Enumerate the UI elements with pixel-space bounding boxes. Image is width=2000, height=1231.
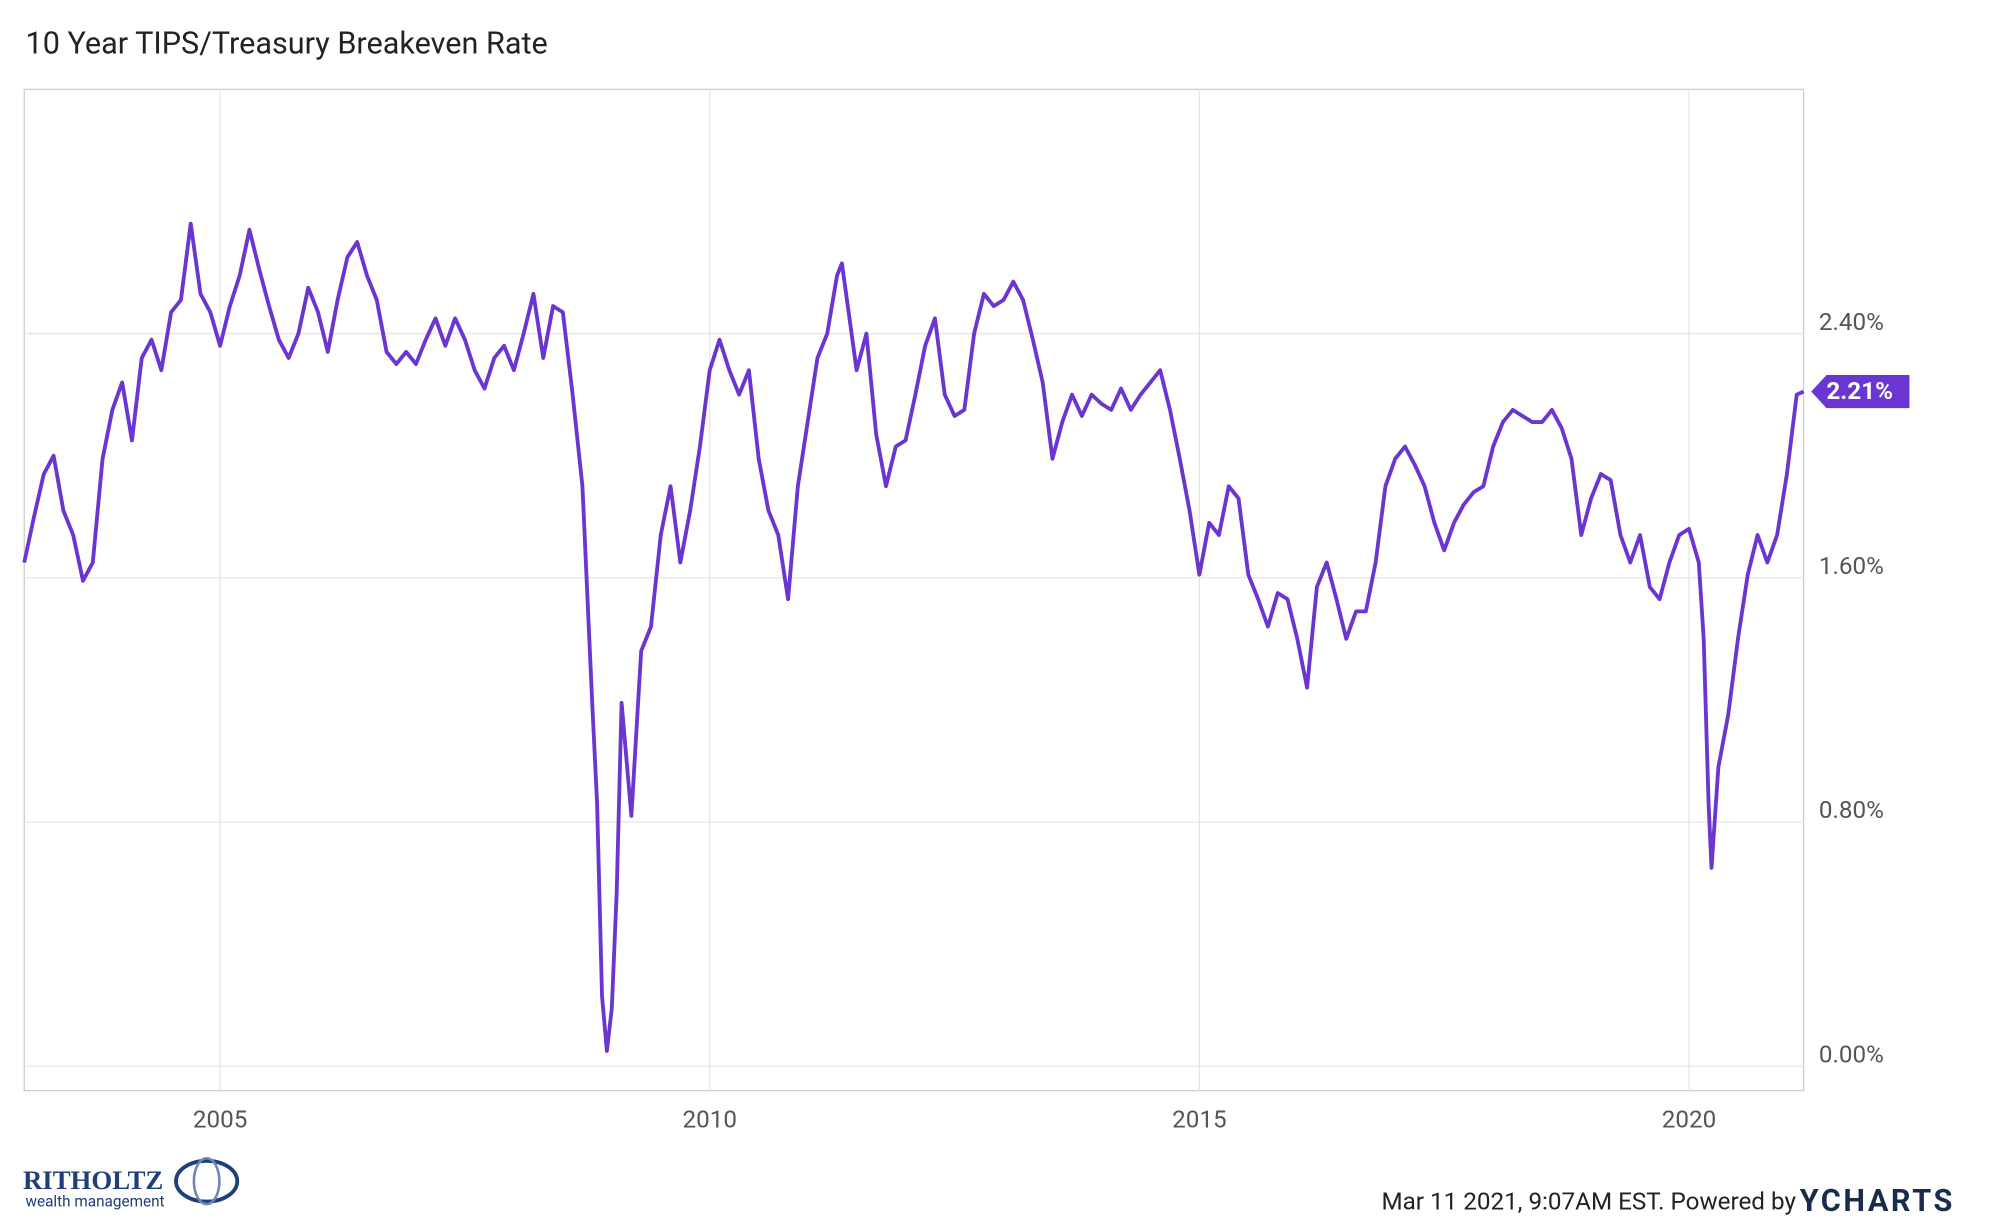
data-line bbox=[22, 221, 1805, 1053]
ritholtz-logo: RITHOLTZ wealth management bbox=[23, 1156, 240, 1211]
x-tick-label: 2005 bbox=[193, 1106, 247, 1134]
logo-emblem bbox=[192, 1156, 221, 1206]
end-value-badge: 2.21% bbox=[1811, 374, 1910, 409]
logo-emblem bbox=[174, 1158, 240, 1204]
x-tick-label: 2010 bbox=[682, 1106, 736, 1134]
chart-title: 10 Year TIPS/Treasury Breakeven Rate bbox=[26, 27, 548, 62]
x-tick-label: 2020 bbox=[1662, 1106, 1716, 1134]
y-tick-label: 0.80% bbox=[1819, 796, 1884, 824]
y-tick-label: 0.00% bbox=[1819, 1040, 1884, 1068]
y-tick-label: 1.60% bbox=[1819, 552, 1884, 580]
logo-name: RITHOLTZ bbox=[23, 1165, 163, 1195]
end-value-marker bbox=[1811, 374, 1910, 409]
plot-frame bbox=[23, 88, 1805, 1092]
footer-timestamp: Mar 11 2021, 9:07AM EST. Powered by bbox=[1381, 1187, 1796, 1215]
x-tick-label: 2015 bbox=[1172, 1106, 1226, 1134]
ycharts-brand: YCHARTS bbox=[1800, 1184, 1955, 1219]
end-value-label: 2.21% bbox=[1826, 377, 1893, 405]
y-tick-label: 2.40% bbox=[1819, 308, 1884, 336]
logo-tagline: wealth management bbox=[26, 1193, 165, 1211]
